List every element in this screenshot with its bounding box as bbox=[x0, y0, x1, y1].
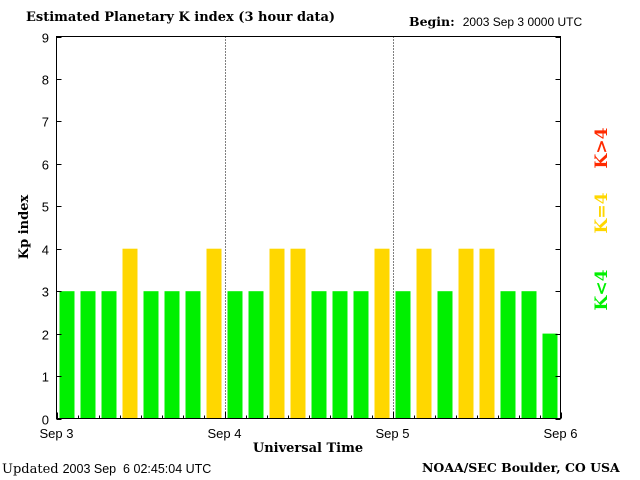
axis-layer: 0 1 2 3 4 5 6 7 8 9 Sep 3 Sep 4 Sep 5 Sep 6 bbox=[40, 31, 578, 442]
kp-bar bbox=[101, 291, 117, 419]
x-day-label: Sep 5 bbox=[376, 426, 410, 441]
y-tick-label: 7 bbox=[42, 115, 49, 130]
kp-bar bbox=[185, 291, 201, 419]
y-tick-label: 2 bbox=[42, 328, 49, 343]
legend-k-equal-4: K=4 bbox=[592, 192, 612, 233]
kp-bar bbox=[143, 291, 159, 419]
updated-label: Updated bbox=[2, 462, 59, 477]
kp-bar bbox=[59, 291, 75, 419]
bar-layer bbox=[59, 248, 558, 419]
y-tick-label: 4 bbox=[42, 243, 49, 258]
grid-layer bbox=[225, 36, 394, 419]
kp-bar bbox=[479, 248, 495, 419]
begin-label: Begin: bbox=[409, 14, 455, 29]
kp-bar bbox=[500, 291, 516, 419]
chart-title: Estimated Planetary K index (3 hour data… bbox=[26, 10, 336, 25]
y-tick-label: 1 bbox=[42, 370, 49, 385]
begin-value: 2003 Sep 3 0000 UTC bbox=[462, 15, 583, 29]
kp-bar bbox=[353, 291, 369, 419]
kp-bar bbox=[227, 291, 243, 419]
kp-bar bbox=[458, 248, 474, 419]
updated-value: 2003 Sep 6 02:45:04 UTC bbox=[62, 462, 212, 476]
kp-bar bbox=[80, 291, 96, 419]
y-tick-label: 8 bbox=[42, 73, 49, 88]
kp-bar bbox=[374, 248, 390, 419]
kp-bar bbox=[248, 291, 264, 419]
kp-bar bbox=[521, 291, 537, 419]
kp-bar bbox=[122, 248, 138, 419]
kp-bar bbox=[164, 291, 180, 419]
y-tick-label: 9 bbox=[42, 31, 49, 46]
kp-bar bbox=[206, 248, 222, 419]
legend-k-less-4: K<4 bbox=[592, 269, 612, 310]
kp-bar bbox=[332, 291, 348, 419]
kp-bar bbox=[290, 248, 306, 419]
x-axis-label: Universal Time bbox=[253, 441, 363, 456]
x-day-label: Sep 4 bbox=[208, 426, 242, 441]
x-day-label: Sep 6 bbox=[544, 426, 578, 441]
credit-line: NOAA/SEC Boulder, CO USA bbox=[422, 460, 620, 475]
y-axis-label: Kp index bbox=[17, 195, 32, 260]
legend-k-greater-4: K>4 bbox=[592, 127, 612, 168]
y-tick-label: 6 bbox=[42, 158, 49, 173]
plot-frame bbox=[56, 36, 561, 419]
kp-bar bbox=[542, 333, 558, 419]
kp-bar bbox=[311, 291, 327, 419]
begin-time: Begin: 2003 Sep 3 0000 UTC bbox=[409, 14, 582, 30]
x-day-label: Sep 3 bbox=[40, 426, 74, 441]
kp-bar bbox=[416, 248, 432, 419]
y-tick-label: 5 bbox=[42, 200, 49, 215]
updated-time: Updated 2003 Sep 6 02:45:04 UTC bbox=[2, 460, 211, 478]
legend: K<4 K=4 K>4 bbox=[592, 127, 612, 310]
kp-bar bbox=[437, 291, 453, 419]
y-tick-label: 0 bbox=[42, 413, 49, 428]
kp-bar bbox=[269, 248, 285, 419]
y-tick-label: 3 bbox=[42, 285, 49, 300]
kp-bar bbox=[395, 291, 411, 419]
